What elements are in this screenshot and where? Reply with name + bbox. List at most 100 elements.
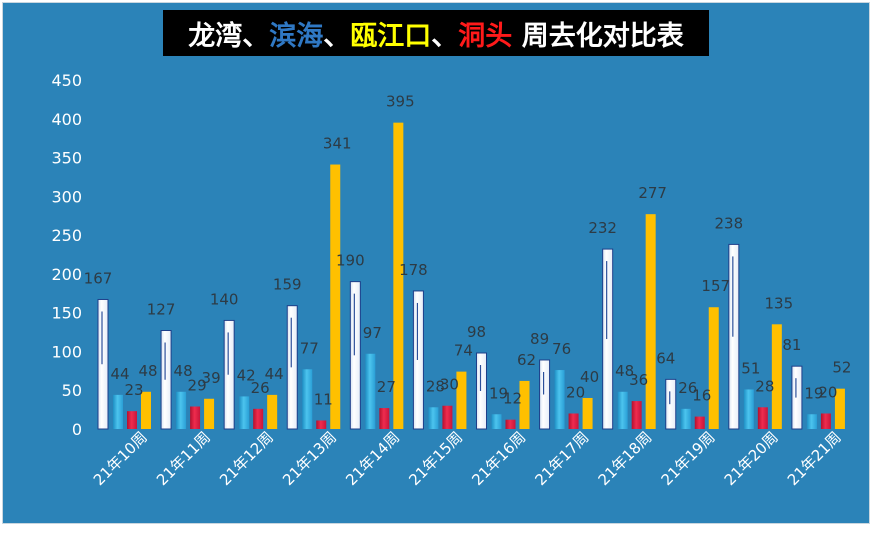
bar-longwan	[539, 359, 551, 430]
chart-background	[2, 2, 870, 524]
value-label: 26	[251, 379, 270, 397]
bar-longwan	[223, 319, 235, 430]
bar-oujiangkou	[708, 307, 719, 429]
x-tick-label: 21年13周	[279, 428, 340, 489]
bar-binhai	[239, 396, 250, 429]
bar-binhai	[302, 369, 313, 429]
value-label: 23	[124, 381, 143, 399]
value-label: 51	[741, 359, 760, 377]
value-label: 157	[701, 277, 730, 295]
bar-dongtou	[694, 416, 705, 429]
value-label: 42	[237, 366, 256, 384]
x-tick-label: 21年18周	[595, 428, 656, 489]
x-tick-label: 21年17周	[531, 428, 592, 489]
x-tick-label: 21年16周	[468, 428, 529, 489]
y-tick-label: 350	[51, 149, 82, 168]
x-tick-label: 21年12周	[216, 428, 277, 489]
value-label: 28	[426, 377, 445, 395]
title-part: 、	[431, 20, 459, 52]
value-label: 159	[273, 276, 302, 294]
value-label: 97	[363, 324, 382, 342]
bar-binhai	[554, 370, 565, 429]
x-tick-label: 21年15周	[405, 428, 466, 489]
value-label: 48	[174, 362, 193, 380]
bar-longwan	[97, 298, 109, 430]
bar-dongtou	[253, 408, 264, 429]
bar-binhai	[491, 414, 502, 429]
value-label: 135	[765, 294, 794, 312]
bar-dongtou	[442, 405, 453, 429]
bars	[97, 122, 845, 430]
bar-dongtou	[505, 419, 516, 429]
value-label: 26	[678, 379, 697, 397]
y-axis-ticks: 0 50 100 150 200 250 300 350 400 450	[51, 71, 82, 439]
bar-longwan	[665, 378, 677, 430]
value-label: 64	[656, 349, 675, 367]
bar-longwan	[286, 305, 298, 430]
value-label: 12	[503, 390, 522, 408]
y-tick-label: 0	[72, 420, 82, 439]
value-label: 39	[202, 369, 221, 387]
value-label: 20	[818, 383, 837, 401]
value-label: 140	[210, 290, 239, 308]
value-label: 44	[110, 365, 129, 383]
bar-binhai	[617, 391, 628, 429]
value-label: 81	[782, 336, 801, 354]
bar-binhai	[365, 353, 376, 429]
bar-dongtou	[631, 401, 642, 429]
x-tick-label: 21年11周	[153, 428, 214, 489]
value-label: 277	[638, 184, 667, 202]
bar-oujiangkou	[645, 214, 656, 429]
bar-longwan	[791, 365, 803, 430]
bar-oujiangkou	[141, 391, 151, 429]
value-label: 52	[832, 359, 851, 377]
value-label: 341	[323, 135, 352, 153]
y-tick-label: 450	[51, 71, 82, 90]
bar-oujiangkou	[267, 394, 278, 429]
value-label: 48	[138, 362, 157, 380]
title-part: 龙湾	[188, 20, 243, 52]
value-label: 395	[386, 93, 415, 111]
x-axis-ticks: 21年10周 21年11周 21年12周 21年13周 21年14周 21年15周 21年1…	[90, 428, 845, 489]
value-label: 74	[454, 342, 473, 360]
value-label: 62	[517, 351, 536, 369]
value-label: 27	[377, 378, 396, 396]
y-tick-label: 100	[51, 342, 82, 361]
bar-oujiangkou	[582, 397, 593, 429]
bar-oujiangkou	[330, 164, 341, 429]
bar-oujiangkou	[456, 371, 467, 429]
value-label: 76	[552, 340, 571, 358]
y-tick-label: 400	[51, 110, 82, 129]
value-label: 16	[692, 387, 711, 405]
chart-title: 龙湾、滨海、瓯江口、洞头 周去化对比表	[163, 10, 709, 56]
title-part: 滨海	[269, 20, 324, 52]
x-tick-label: 21年14周	[342, 428, 403, 489]
value-label: 178	[399, 261, 428, 279]
bar-dongtou	[757, 407, 768, 429]
value-label: 44	[265, 365, 284, 383]
bar-binhai	[680, 408, 691, 429]
value-label: 36	[629, 371, 648, 389]
value-label: 19	[489, 384, 508, 402]
title-part: 瓯江口	[350, 20, 432, 52]
bar-binhai	[176, 391, 187, 429]
value-label: 48	[615, 362, 634, 380]
bar-dongtou	[568, 413, 579, 429]
bar-oujiangkou	[204, 398, 215, 429]
x-tick-label: 21年21周	[784, 428, 845, 489]
x-tick-label: 21年10周	[90, 428, 151, 489]
bar-dongtou	[820, 413, 831, 429]
value-label: 89	[530, 330, 549, 348]
value-label: 98	[467, 323, 486, 341]
value-label: 28	[755, 377, 774, 395]
y-tick-label: 300	[51, 187, 82, 206]
bar-dongtou	[190, 406, 201, 429]
value-label: 77	[300, 339, 319, 357]
value-label: 190	[336, 252, 365, 270]
value-label: 167	[84, 269, 113, 287]
value-label: 11	[314, 390, 333, 408]
bar-binhai	[428, 407, 439, 429]
title-part: 洞头	[458, 20, 513, 52]
x-tick-label: 21年19周	[658, 428, 719, 489]
